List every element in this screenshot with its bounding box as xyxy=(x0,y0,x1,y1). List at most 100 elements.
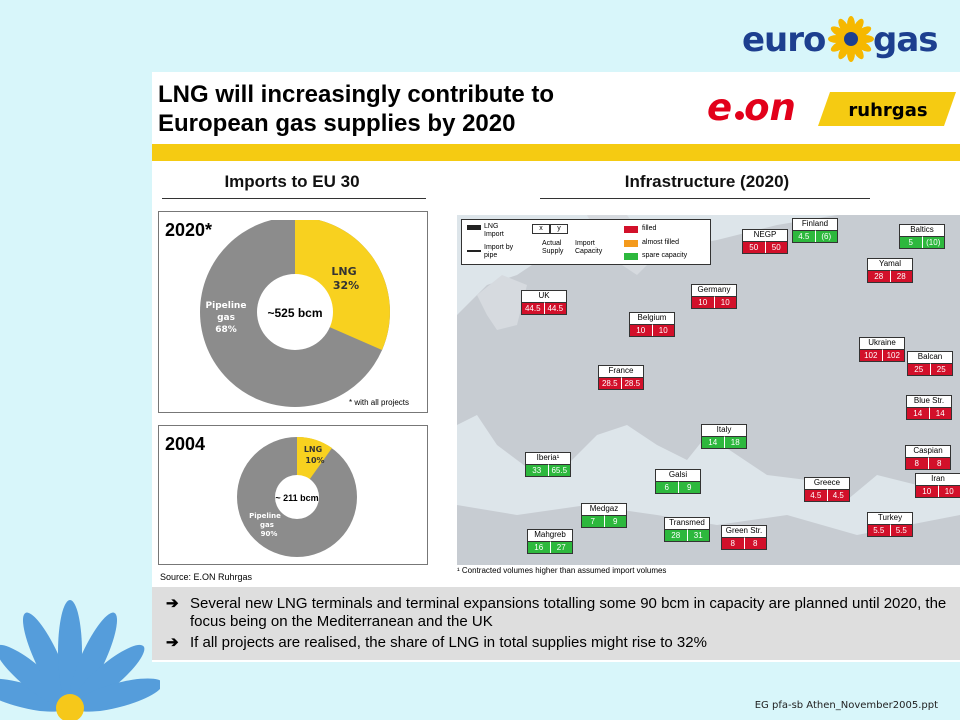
route-values: 4.5 (6) xyxy=(793,230,837,242)
map-legend: LNG Import Import by pipe x y Actual Sup… xyxy=(461,219,711,265)
route-box: Baltics 5 (10) xyxy=(899,224,945,249)
route-values: 16 27 xyxy=(528,541,572,553)
route-value-x: 14 xyxy=(907,407,930,419)
route-values: 102 102 xyxy=(860,349,904,361)
route-box: Ukraine 102 102 xyxy=(859,337,905,362)
legend-green-swatch xyxy=(624,253,638,260)
lng-pct-2020: 32% xyxy=(333,279,359,292)
route-values: 5 (10) xyxy=(900,236,944,248)
ruhrgas-text: ruhrgas xyxy=(848,100,927,121)
sunflower-icon xyxy=(828,16,874,62)
route-name: Balcan xyxy=(917,352,943,361)
route-name: Belgium xyxy=(637,313,667,322)
chart-2004-box: 2004 ~ 211 bcm LNG 10% Pipeline gas 90% xyxy=(158,425,428,565)
route-values: 10 10 xyxy=(630,324,674,336)
source-note: Source: E.ON Ruhrgas xyxy=(160,572,253,582)
route-value-x: 4.5 xyxy=(805,489,828,501)
route-box: UK 44.5 44.5 xyxy=(521,290,567,315)
route-name: Baltics xyxy=(910,225,934,234)
legend-red-swatch xyxy=(624,226,638,233)
route-value-y: 10 xyxy=(714,296,736,308)
route-value-x: 28.5 xyxy=(599,377,622,389)
legend-actual: Actual Supply xyxy=(542,240,564,255)
route-values: 50 50 xyxy=(743,241,787,253)
route-values: 10 10 xyxy=(916,485,960,497)
route-box: Galsi 6 9 xyxy=(655,469,701,494)
route-value-y: 28 xyxy=(890,270,912,282)
chart-2020-donut: ~525 bcm LNG 32% Pipeline gas 68% xyxy=(200,220,390,407)
route-box: Green Str. 8 8 xyxy=(721,525,767,550)
route-values: 14 18 xyxy=(702,436,746,448)
route-value-y: 8 xyxy=(744,537,766,549)
route-box: Iberia¹ 33 65.5 xyxy=(525,452,571,477)
route-name: Italy xyxy=(716,425,732,434)
route-name: Galsi xyxy=(668,470,688,479)
legend-filled: filled xyxy=(642,225,657,232)
route-name: Yamal xyxy=(878,259,902,268)
route-value-y: 102 xyxy=(882,349,904,361)
route-value-x: 25 xyxy=(908,363,931,375)
bullet-section: ➔ Several new LNG terminals and terminal… xyxy=(152,587,960,660)
pipe-pct-2020: 68% xyxy=(215,325,237,335)
arrow-icon: ➔ xyxy=(166,595,179,612)
legend-pipe-import: Import by pipe xyxy=(484,244,514,259)
route-box: Iran 10 10 xyxy=(915,473,960,498)
legend-lng-import: LNG Import xyxy=(484,223,504,238)
route-value-y: 10 xyxy=(938,485,960,497)
footer-filename: EG pfa-sb Athen_November2005.ppt xyxy=(754,700,938,711)
route-name: Mahgreb xyxy=(534,530,566,539)
route-value-x: 5 xyxy=(900,236,923,248)
flower-decoration-icon xyxy=(0,600,160,720)
route-name: Medgaz xyxy=(589,504,619,513)
route-values: 4.5 4.5 xyxy=(805,489,849,501)
donut-hole-2020 xyxy=(257,274,333,350)
route-box: Mahgreb 16 27 xyxy=(527,529,573,554)
yellow-title-bar xyxy=(152,144,960,161)
title-line-1: LNG will increasingly contribute to xyxy=(158,81,555,108)
route-name: Iberia¹ xyxy=(536,453,560,462)
route-box: Yamal 28 28 xyxy=(867,258,913,283)
route-values: 28 28 xyxy=(868,270,912,282)
eurogas-logo: euro gas xyxy=(742,12,947,64)
route-value-y: 4.5 xyxy=(827,489,849,501)
route-values: 44.5 44.5 xyxy=(522,302,566,314)
route-name: Transmed xyxy=(669,518,705,527)
route-value-x: 28 xyxy=(868,270,891,282)
chart-2020-center: ~525 bcm xyxy=(267,306,322,320)
pipe-pct-2004: 90% xyxy=(261,530,278,538)
route-value-y: 18 xyxy=(724,436,746,448)
chart-2004-donut: ~ 211 bcm LNG 10% Pipeline gas 90% xyxy=(237,436,357,557)
route-values: 28 31 xyxy=(665,529,709,541)
route-value-x: 28 xyxy=(665,529,688,541)
route-value-y: 28.5 xyxy=(621,377,643,389)
map-background xyxy=(457,215,960,565)
route-box: Balcan 25 25 xyxy=(907,351,953,376)
route-values: 28.5 28.5 xyxy=(599,377,643,389)
route-box: Finland 4.5 (6) xyxy=(792,218,838,243)
route-value-y: 50 xyxy=(765,241,787,253)
route-value-x: 10 xyxy=(630,324,653,336)
route-name: France xyxy=(608,366,634,375)
legend-almost: almost filled xyxy=(642,239,679,246)
route-name: UK xyxy=(538,291,550,300)
route-value-x: 8 xyxy=(722,537,745,549)
route-values: 14 14 xyxy=(907,407,951,419)
pipe-label1-2020: Pipeline xyxy=(206,301,247,311)
route-name: Germany xyxy=(697,285,731,294)
route-box: France 28.5 28.5 xyxy=(598,365,644,390)
route-name: Ukraine xyxy=(868,338,896,347)
lng-ship-icon xyxy=(467,225,481,230)
chart-2020-note: * with all projects xyxy=(349,398,410,407)
lng-label-2004: LNG xyxy=(304,445,322,454)
route-box: Turkey 5.5 5.5 xyxy=(867,512,913,537)
route-value-x: 102 xyxy=(860,349,883,361)
route-box: Caspian 8 8 xyxy=(905,445,951,470)
route-value-y: 44.5 xyxy=(544,302,566,314)
legend-x-box: x xyxy=(532,224,550,234)
route-value-x: 8 xyxy=(906,457,929,469)
route-value-y: 27 xyxy=(550,541,572,553)
route-name: Greece xyxy=(813,478,841,487)
